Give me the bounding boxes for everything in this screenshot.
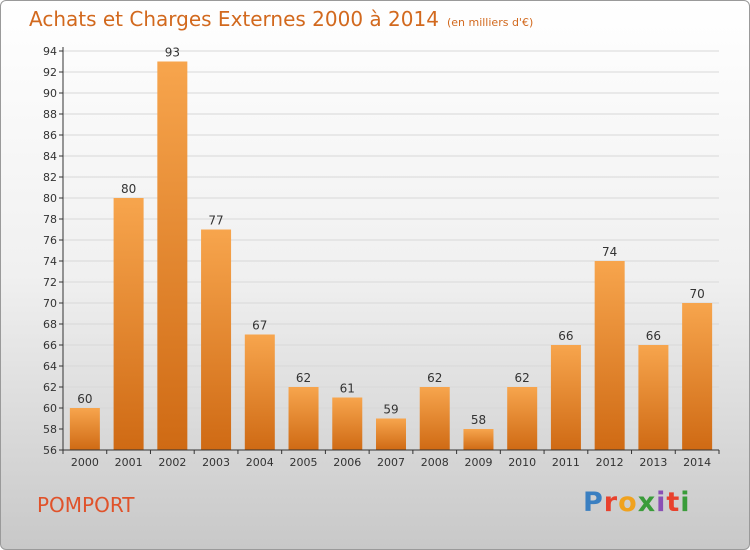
bar-2012[interactable] xyxy=(594,261,625,450)
y-tick-label: 66 xyxy=(43,339,57,352)
bar-2009[interactable] xyxy=(463,429,494,450)
x-tick-label-2001: 2001 xyxy=(115,456,143,469)
bar-2004[interactable] xyxy=(244,334,275,451)
y-tick-label: 86 xyxy=(43,129,57,142)
y-tick-label: 88 xyxy=(43,108,57,121)
y-tick-label: 68 xyxy=(43,318,57,331)
y-tick-label: 84 xyxy=(43,150,57,163)
x-tick-label-2002: 2002 xyxy=(158,456,186,469)
bar-2014[interactable] xyxy=(682,303,713,450)
logo-letter: i xyxy=(680,487,691,518)
bar-2013[interactable] xyxy=(638,345,669,450)
bar-2003[interactable] xyxy=(201,229,232,451)
data-label-2013: 66 xyxy=(646,329,661,343)
data-label-2002: 93 xyxy=(165,46,180,60)
data-label-2000: 60 xyxy=(77,392,92,406)
y-tick-label: 72 xyxy=(43,276,57,289)
data-label-2012: 74 xyxy=(602,245,617,259)
y-tick-label: 82 xyxy=(43,171,57,184)
logo-letter: t xyxy=(666,487,681,518)
y-tick-label: 70 xyxy=(43,297,57,310)
y-tick-label: 56 xyxy=(43,444,57,457)
y-tick-label: 78 xyxy=(43,213,57,226)
axes: 56 58 60 62 64 66 68 70 72 74 76 78 80 82 84 86 88 90 92 94… xyxy=(43,45,720,469)
y-tick-label: 76 xyxy=(43,234,57,247)
data-label-2010: 62 xyxy=(515,371,530,385)
bar-2008[interactable] xyxy=(419,387,450,450)
bar-2005[interactable] xyxy=(288,387,319,450)
bar-2010[interactable] xyxy=(507,387,538,450)
data-label-2005: 62 xyxy=(296,371,311,385)
bar-2002[interactable] xyxy=(157,61,188,451)
bar-2000[interactable] xyxy=(69,408,100,450)
data-label-2007: 59 xyxy=(383,403,398,417)
x-tick-label-2005: 2005 xyxy=(290,456,318,469)
y-tick-label: 64 xyxy=(43,360,57,373)
logo-letter: x xyxy=(637,487,657,518)
bar-2006[interactable] xyxy=(332,397,363,451)
x-tick-label-2009: 2009 xyxy=(464,456,492,469)
logo-letter: r xyxy=(603,487,619,518)
data-label-2009: 58 xyxy=(471,413,486,427)
bar-2007[interactable] xyxy=(376,418,406,451)
y-tick-label: 80 xyxy=(43,192,57,205)
y-tick-label: 62 xyxy=(43,381,57,394)
y-tick-label: 60 xyxy=(43,402,57,415)
bar-2011[interactable] xyxy=(550,345,581,450)
bars: 60 80 93 77 67 62 61 59 62 58 62 66 74 66 70 xyxy=(69,46,713,451)
x-tick-label-2007: 2007 xyxy=(377,456,405,469)
logo-letter: o xyxy=(618,487,638,518)
commune-name: POMPORT xyxy=(37,493,135,517)
bar-2001[interactable] xyxy=(113,198,144,450)
y-tick-label: 74 xyxy=(43,255,57,268)
y-tick-label: 92 xyxy=(43,66,57,79)
x-tick-label-2014: 2014 xyxy=(683,456,711,469)
y-tick-label: 94 xyxy=(43,45,57,58)
x-tick-label-2006: 2006 xyxy=(333,456,361,469)
chart-subtitle: (en milliers d'€) xyxy=(446,16,534,29)
x-tick-label-2010: 2010 xyxy=(508,456,536,469)
y-tick-label: 58 xyxy=(43,423,57,436)
data-label-2006: 61 xyxy=(340,382,355,396)
proxiti-logo[interactable]: Proxiti xyxy=(583,487,691,518)
x-tick-label-2003: 2003 xyxy=(202,456,230,469)
data-label-2001: 80 xyxy=(121,182,136,196)
x-tick-label-2013: 2013 xyxy=(639,456,667,469)
data-label-2011: 66 xyxy=(558,329,573,343)
x-tick-label-2000: 2000 xyxy=(71,456,99,469)
x-tick-label-2011: 2011 xyxy=(552,456,580,469)
data-label-2008: 62 xyxy=(427,371,442,385)
y-tick-label: 90 xyxy=(43,87,57,100)
data-label-2004: 67 xyxy=(252,319,267,333)
x-tick-label-2008: 2008 xyxy=(421,456,449,469)
x-tick-label-2004: 2004 xyxy=(246,456,274,469)
title-row: Achats et Charges Externes 2000 à 2014 (e… xyxy=(29,7,533,31)
chart-title: Achats et Charges Externes 2000 à 2014 xyxy=(29,7,439,31)
logo-letter: P xyxy=(583,487,604,518)
data-label-2003: 77 xyxy=(208,214,223,228)
x-tick-label-2012: 2012 xyxy=(596,456,624,469)
logo-letter: i xyxy=(656,487,667,518)
data-label-2014: 70 xyxy=(689,287,704,301)
